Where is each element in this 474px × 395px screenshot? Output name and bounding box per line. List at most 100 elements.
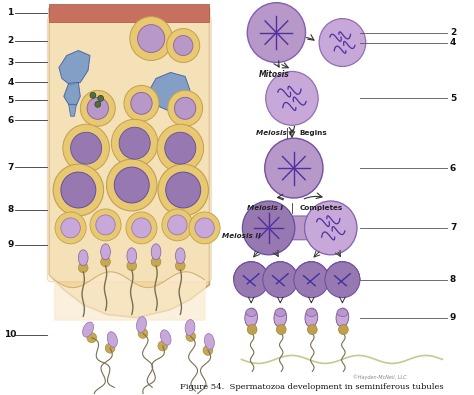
Ellipse shape	[185, 320, 195, 335]
Circle shape	[61, 172, 96, 208]
Ellipse shape	[306, 308, 317, 317]
Text: 9: 9	[7, 240, 14, 249]
Ellipse shape	[204, 334, 214, 350]
Circle shape	[95, 102, 100, 107]
Text: Meiosis II: Meiosis II	[222, 233, 261, 239]
Circle shape	[96, 215, 115, 235]
Circle shape	[168, 215, 187, 235]
Circle shape	[189, 212, 220, 244]
Ellipse shape	[137, 317, 146, 333]
Ellipse shape	[275, 308, 286, 317]
Ellipse shape	[82, 322, 93, 337]
Text: 8: 8	[7, 205, 14, 214]
Circle shape	[234, 262, 269, 298]
Ellipse shape	[127, 248, 137, 264]
Ellipse shape	[337, 308, 348, 317]
Ellipse shape	[175, 248, 185, 264]
Text: 8: 8	[450, 275, 456, 284]
Ellipse shape	[245, 308, 257, 327]
Circle shape	[325, 262, 360, 298]
Circle shape	[305, 201, 357, 255]
Circle shape	[174, 97, 196, 119]
Polygon shape	[49, 9, 210, 318]
Circle shape	[124, 85, 159, 121]
Polygon shape	[69, 104, 76, 116]
Ellipse shape	[246, 308, 256, 317]
Circle shape	[308, 325, 317, 335]
Ellipse shape	[107, 332, 118, 347]
Text: Figure 54.  Spermatozoa development in seminiferous tubules: Figure 54. Spermatozoa development in se…	[180, 383, 443, 391]
Circle shape	[126, 212, 157, 244]
Text: 6: 6	[450, 164, 456, 173]
Circle shape	[90, 209, 121, 241]
Text: 2: 2	[450, 28, 456, 37]
Text: 7: 7	[7, 163, 14, 171]
Circle shape	[80, 90, 115, 126]
Ellipse shape	[78, 250, 88, 266]
Text: 5: 5	[7, 96, 14, 105]
Text: Completes: Completes	[300, 205, 343, 211]
Circle shape	[55, 212, 86, 244]
Circle shape	[100, 257, 110, 267]
Circle shape	[119, 127, 150, 159]
Circle shape	[167, 28, 200, 62]
Circle shape	[87, 97, 109, 119]
Text: 4: 4	[450, 38, 456, 47]
Text: Meiosis I: Meiosis I	[256, 130, 292, 136]
Circle shape	[137, 24, 165, 53]
Text: 4: 4	[7, 78, 14, 87]
Circle shape	[61, 218, 80, 238]
Text: 6: 6	[7, 116, 14, 125]
Circle shape	[166, 172, 201, 208]
Ellipse shape	[274, 308, 287, 327]
Polygon shape	[64, 83, 80, 105]
Circle shape	[338, 325, 348, 335]
Circle shape	[131, 92, 152, 114]
Text: Begins: Begins	[300, 130, 327, 136]
Circle shape	[263, 262, 298, 298]
Circle shape	[186, 331, 196, 341]
Circle shape	[168, 90, 202, 126]
Circle shape	[247, 325, 257, 335]
Circle shape	[53, 164, 104, 216]
Text: 7: 7	[450, 224, 456, 232]
Text: 5: 5	[450, 94, 456, 103]
Circle shape	[276, 325, 286, 335]
Circle shape	[98, 95, 104, 102]
Circle shape	[158, 164, 209, 216]
Ellipse shape	[305, 308, 318, 327]
Ellipse shape	[100, 244, 110, 260]
Circle shape	[111, 119, 158, 167]
Circle shape	[319, 19, 366, 66]
Circle shape	[105, 343, 115, 353]
Circle shape	[130, 17, 173, 60]
Text: Mitosis: Mitosis	[259, 70, 290, 79]
Text: 9: 9	[450, 313, 456, 322]
Circle shape	[71, 132, 101, 164]
Polygon shape	[234, 262, 360, 280]
Polygon shape	[149, 72, 190, 110]
Circle shape	[165, 132, 196, 164]
Text: 2: 2	[7, 36, 14, 45]
Circle shape	[107, 159, 157, 211]
Circle shape	[195, 218, 214, 238]
Circle shape	[157, 124, 204, 172]
Text: 3: 3	[7, 58, 14, 67]
FancyBboxPatch shape	[288, 216, 311, 240]
Circle shape	[175, 261, 185, 271]
Ellipse shape	[160, 330, 171, 345]
Circle shape	[151, 257, 161, 267]
Ellipse shape	[151, 244, 161, 260]
FancyBboxPatch shape	[49, 4, 210, 22]
Circle shape	[138, 328, 148, 339]
Text: ©Hayden-McNeil, LLC: ©Hayden-McNeil, LLC	[353, 374, 406, 380]
Circle shape	[63, 124, 109, 172]
Circle shape	[90, 92, 96, 98]
Circle shape	[247, 3, 306, 62]
Circle shape	[127, 261, 137, 271]
Circle shape	[173, 36, 193, 56]
Circle shape	[162, 209, 193, 241]
Circle shape	[265, 138, 323, 198]
Polygon shape	[59, 51, 90, 85]
Circle shape	[87, 333, 97, 342]
